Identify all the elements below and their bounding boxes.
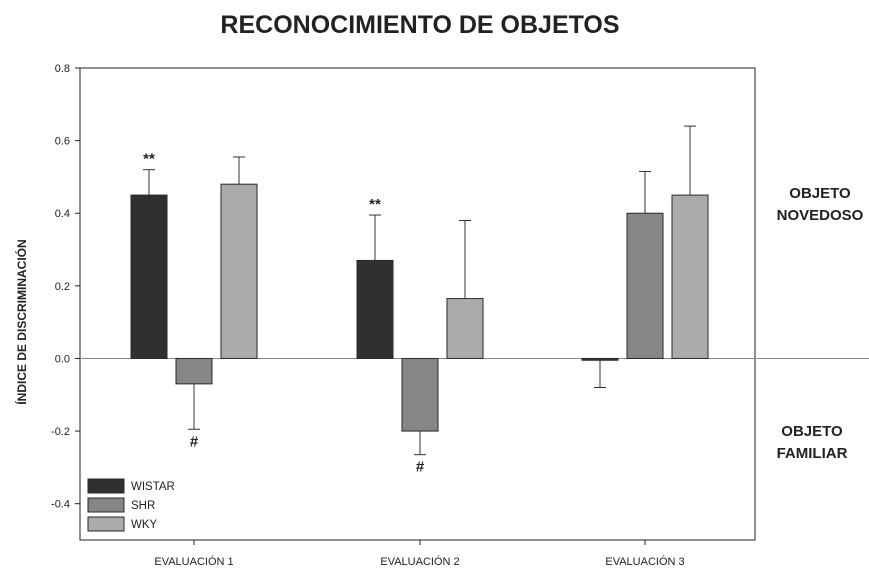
bar-wistar: [581, 357, 619, 361]
y-tick-label: 0.6: [55, 136, 70, 148]
y-tick-label: 0.4: [55, 208, 70, 220]
y-tick-label: 0.2: [55, 281, 70, 293]
x-category-label: EVALUACIÓN 2: [380, 555, 459, 568]
side-label-novel-object: OBJETO: [789, 185, 851, 202]
y-tick-label: 0.0: [55, 353, 70, 365]
legend-label-shr: SHR: [131, 500, 155, 512]
x-category-label: EVALUACIÓN 3: [605, 555, 684, 568]
y-tick-label: -0.2: [51, 426, 70, 438]
bar-shr: [626, 212, 664, 359]
legend-swatch-wky: [87, 516, 125, 532]
y-axis-label: ÍNDICE DE DISCRIMINACIÓN: [14, 239, 29, 404]
bar-wistar: [356, 259, 394, 359]
legend-label-wistar: WISTAR: [131, 481, 175, 493]
y-tick-label: 0.8: [55, 63, 70, 75]
significance-marker: #: [190, 433, 199, 450]
significance-marker: **: [369, 196, 381, 213]
legend-swatch-wistar: [87, 478, 125, 494]
x-category-label: EVALUACIÓN 1: [154, 555, 233, 568]
significance-marker: **: [143, 151, 155, 168]
y-tick-label: -0.4: [51, 499, 70, 511]
side-label-novel-object: NOVEDOSO: [777, 207, 864, 224]
side-label-familiar-object: FAMILIAR: [777, 445, 848, 462]
chart-title: RECONOCIMIENTO DE OBJETOS: [220, 11, 619, 39]
bar-wky: [220, 183, 258, 359]
bar-wistar: [130, 194, 168, 359]
bar-wky: [671, 194, 709, 359]
bar-wky: [446, 298, 484, 359]
significance-marker: #: [416, 459, 425, 476]
side-label-familiar-object: OBJETO: [781, 423, 843, 440]
legend-swatch-shr: [87, 497, 125, 513]
legend-label-wky: WKY: [131, 519, 158, 531]
bar-shr: [175, 357, 213, 385]
plot-frame: [79, 67, 756, 541]
bar-shr: [401, 357, 439, 432]
